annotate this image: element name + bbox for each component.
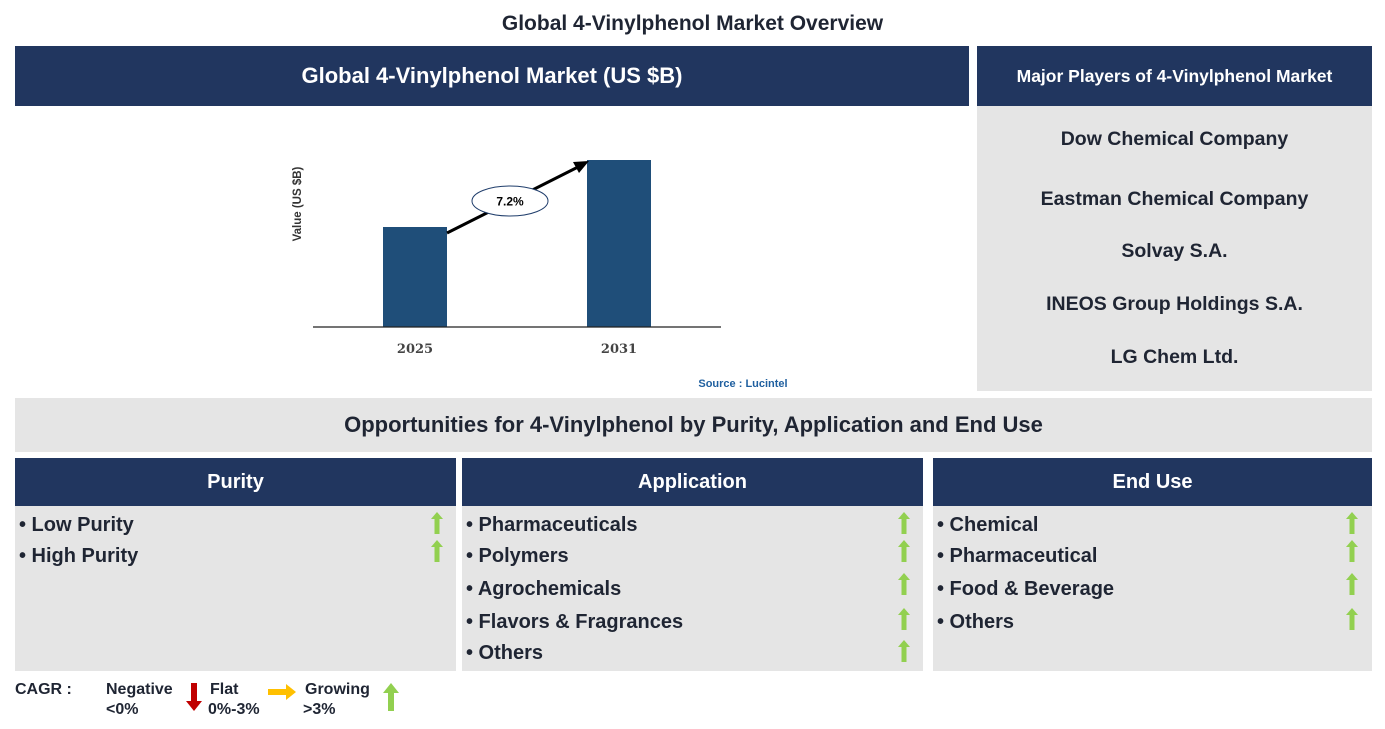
growing-arrow-icon bbox=[1346, 573, 1358, 595]
application-header: Application bbox=[462, 458, 923, 506]
growing-arrow-icon bbox=[898, 608, 910, 630]
segment-item: • Flavors & Fragrances bbox=[466, 611, 684, 633]
application-list: • Pharmaceuticals • Polymers • Agrochemi… bbox=[462, 506, 923, 671]
x-label-2025: 2025 bbox=[397, 342, 433, 357]
y-axis-label: Value (US $B) bbox=[292, 166, 304, 241]
players-header: Major Players of 4-Vinylphenol Market bbox=[977, 46, 1372, 106]
cagr-ellipse bbox=[471, 185, 549, 217]
purity-list: • Low Purity • High Purity bbox=[15, 506, 456, 671]
growing-arrow-icon bbox=[898, 640, 910, 662]
growing-arrow-icon bbox=[383, 683, 399, 711]
segment-item: • Pharmaceuticals bbox=[466, 514, 638, 536]
legend-negative-label: Negative bbox=[106, 681, 173, 698]
legend-growing-range: >3% bbox=[303, 701, 336, 718]
growing-arrow-icon bbox=[898, 540, 910, 562]
segment-item: • Polymers bbox=[466, 545, 569, 567]
negative-arrow-icon bbox=[186, 683, 202, 711]
growing-arrow-icon bbox=[431, 540, 443, 562]
player-item: INEOS Group Holdings S.A. bbox=[1046, 293, 1303, 315]
growing-arrow-icon bbox=[898, 512, 910, 534]
player-item: LG Chem Ltd. bbox=[1110, 346, 1239, 368]
segment-item: • Agrochemicals bbox=[466, 578, 622, 600]
segment-item: • Pharmaceutical bbox=[937, 545, 1098, 567]
flat-arrow-icon bbox=[268, 684, 296, 700]
end-use-header: End Use bbox=[933, 458, 1372, 506]
purity-header: Purity bbox=[15, 458, 456, 506]
market-bar-chart: Value (US $B) 7.2% 2025 2031 Source : Lu… bbox=[15, 106, 969, 392]
segment-item: • Others bbox=[937, 611, 1015, 633]
growing-arrow-icon bbox=[1346, 608, 1358, 630]
players-list: Dow Chemical Company Eastman Chemical Co… bbox=[977, 106, 1372, 391]
segment-item: • Food & Beverage bbox=[937, 578, 1115, 600]
growing-arrow-icon bbox=[431, 512, 443, 534]
growing-arrow-icon bbox=[1346, 512, 1358, 534]
end-use-list: • Chemical • Pharmaceutical • Food & Bev… bbox=[933, 506, 1372, 671]
legend-negative-range: <0% bbox=[106, 701, 139, 718]
legend-flat-label: Flat bbox=[210, 681, 239, 698]
bar-2031 bbox=[587, 160, 651, 327]
player-item: Dow Chemical Company bbox=[1060, 128, 1289, 150]
player-item: Eastman Chemical Company bbox=[1040, 188, 1309, 210]
segment-item: • Chemical bbox=[937, 514, 1039, 536]
market-chart-banner: Global 4-Vinylphenol Market (US $B) bbox=[15, 46, 969, 106]
growing-arrow-icon bbox=[1346, 540, 1358, 562]
legend-growing-label: Growing bbox=[305, 681, 370, 698]
segment-item: • Others bbox=[466, 642, 544, 664]
cagr-arrow-head bbox=[573, 161, 589, 173]
legend-flat-range: 0%-3% bbox=[208, 701, 260, 718]
growing-arrow-icon bbox=[898, 573, 910, 595]
segment-item: • Low Purity bbox=[19, 514, 134, 536]
source-label: Source : Lucintel bbox=[698, 378, 787, 390]
player-item: Solvay S.A. bbox=[1121, 240, 1228, 262]
segment-item: • High Purity bbox=[19, 545, 139, 567]
x-label-2031: 2031 bbox=[601, 342, 637, 357]
bar-2025 bbox=[383, 227, 447, 327]
opportunities-title: Opportunities for 4-Vinylphenol by Purit… bbox=[15, 398, 1372, 452]
page-title: Global 4-Vinylphenol Market Overview bbox=[501, 12, 884, 35]
cagr-label: 7.2% bbox=[496, 195, 524, 209]
chart-svg: Value (US $B) 7.2% 2025 2031 Source : Lu… bbox=[292, 160, 788, 390]
legend-title: CAGR : bbox=[15, 681, 72, 698]
